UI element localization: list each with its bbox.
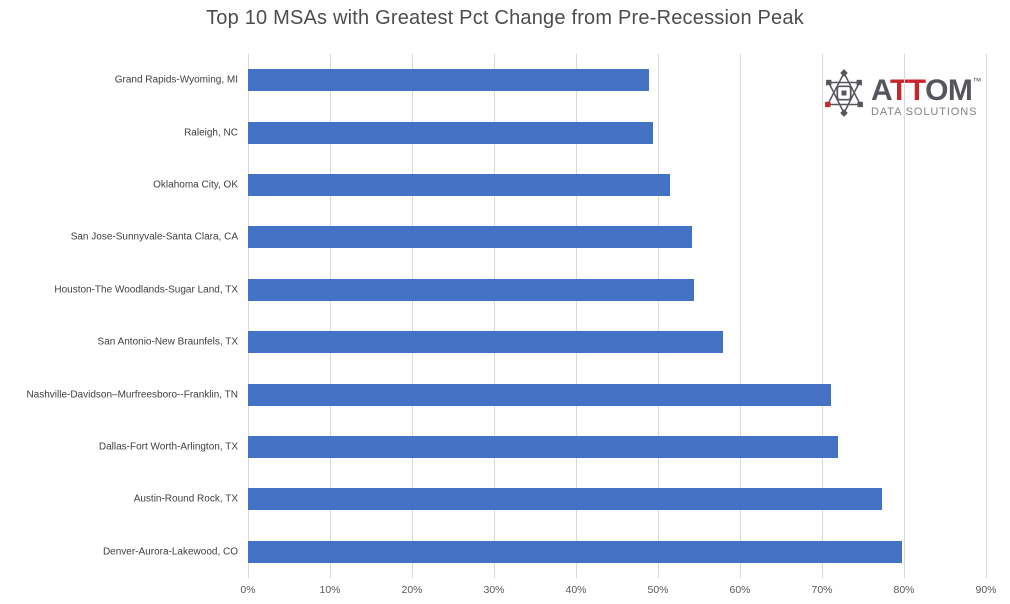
chart-title: Top 10 MSAs with Greatest Pct Change fro… xyxy=(206,7,804,29)
wordmark-part-tt: TT xyxy=(889,74,926,107)
category-label-2: Raleigh, NC xyxy=(184,127,238,139)
x-tick-label-20%: 20% xyxy=(401,584,423,596)
bar-7 xyxy=(248,383,831,406)
category-label-10: Denver-Aurora-Lakewood, CO xyxy=(102,546,238,558)
bar-6 xyxy=(248,331,723,354)
bar-10 xyxy=(248,540,902,563)
wordmark-part-a: A xyxy=(871,74,890,107)
value-axis-labels: 0% 10% 20% 30% 40% 50% 60% 70% 80% 90% xyxy=(240,584,996,600)
bar-1 xyxy=(248,69,649,92)
category-label-6: San Antonio-New Braunfels, TX xyxy=(97,336,238,348)
x-tick-label-90%: 90% xyxy=(975,584,997,596)
x-tick-label-70%: 70% xyxy=(811,584,833,596)
x-tick-label-40%: 40% xyxy=(565,584,587,596)
gridline-20% xyxy=(412,54,413,578)
category-label-4: San Jose-Sunnyvale-Santa Clara, CA xyxy=(70,231,238,243)
category-label-1: Grand Rapids-Wyoming, MI xyxy=(114,74,238,86)
bar-5 xyxy=(248,278,695,301)
attom-atom-icon xyxy=(825,68,863,117)
bar-8 xyxy=(248,436,839,458)
x-tick-label-0%: 0% xyxy=(240,584,256,596)
trademark-symbol: ™ xyxy=(972,76,982,86)
gridline-80% xyxy=(904,54,905,578)
category-label-5: Houston-The Woodlands-Sugar Land, TX xyxy=(54,284,238,296)
bar-2 xyxy=(248,121,654,144)
x-tick-label-80%: 80% xyxy=(893,584,915,596)
attom-subtitle: DATA SOLUTIONS xyxy=(871,106,978,118)
category-label-7: Nashville-Davidson–Murfreesboro--Frankli… xyxy=(26,389,238,401)
attom-wordmark: ATTOM™ xyxy=(871,67,982,107)
gridline-60% xyxy=(740,54,741,578)
gridline-40% xyxy=(576,54,577,578)
x-tick-label-60%: 60% xyxy=(729,584,751,596)
attom-logo: ATTOM™ DATA SOLUTIONS xyxy=(823,67,981,118)
x-tick-label-30%: 30% xyxy=(483,584,505,596)
category-label-3: Oklahoma City, OK xyxy=(153,179,238,191)
x-tick-label-50%: 50% xyxy=(647,584,669,596)
gridline-10% xyxy=(330,54,331,578)
gridline-90% xyxy=(986,54,987,578)
category-label-8: Dallas-Fort Worth-Arlington, TX xyxy=(98,441,238,453)
bar-3 xyxy=(248,174,671,196)
bar-4 xyxy=(248,226,692,249)
gridline-30% xyxy=(494,54,495,578)
wordmark-part-om: OM xyxy=(925,74,973,107)
bar-9 xyxy=(248,488,882,511)
gridline-0% xyxy=(248,54,249,578)
category-axis-labels: Grand Rapids-Wyoming, MI Raleigh, NC Oklah… xyxy=(0,54,238,578)
plot-area xyxy=(248,54,987,578)
gridline-50% xyxy=(658,54,659,578)
gridline-70% xyxy=(822,54,823,578)
attom-logo-text: ATTOM™ DATA SOLUTIONS xyxy=(871,67,982,119)
category-label-9: Austin-Round Rock, TX xyxy=(133,493,238,505)
x-tick-label-10%: 10% xyxy=(319,584,341,596)
